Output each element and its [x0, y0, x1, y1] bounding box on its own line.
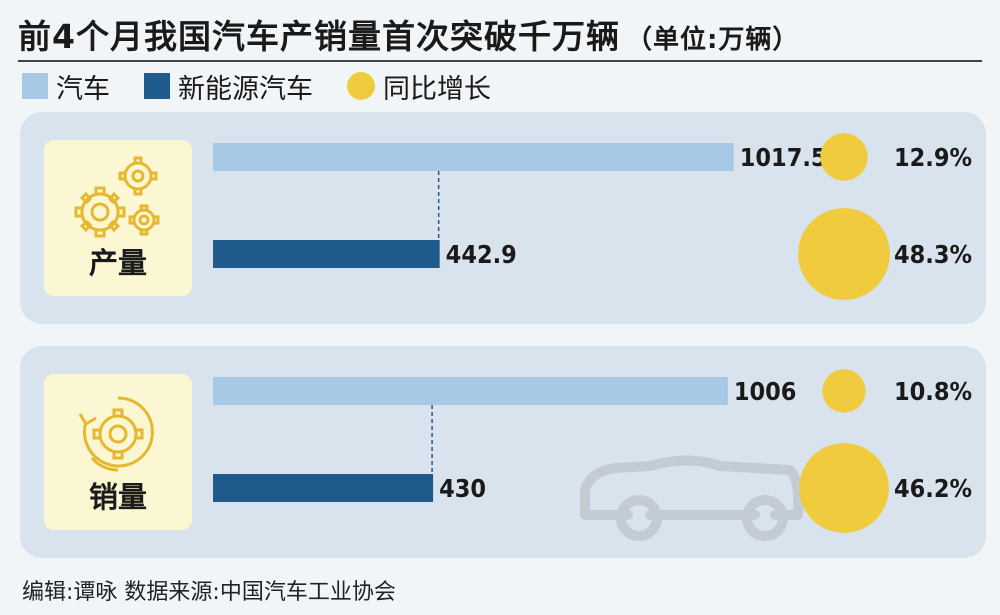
value-label-car-0: 1017.5: [740, 143, 827, 172]
legend-label-growth: 同比增长: [383, 73, 491, 105]
car-outline-icon: [580, 455, 804, 520]
growth-bubble-car-1: [822, 369, 866, 413]
car-wheel-rear: [742, 495, 788, 541]
legend-label-car: 汽车: [56, 73, 110, 105]
category-label-production: 产量: [88, 246, 147, 280]
car-wheel-front: [616, 495, 662, 541]
recycle-gear-icon: [78, 396, 154, 472]
legend-label-nev: 新能源汽车: [178, 73, 313, 105]
growth-label-car-0: 12.9%: [894, 143, 972, 172]
bar-nev-1: [213, 474, 434, 502]
badge-sales: 销量: [44, 374, 192, 530]
badge-production: 产量: [44, 140, 192, 296]
legend-item-nev: 新能源汽车: [144, 67, 313, 106]
growth-bubble-nev-0: [798, 208, 890, 300]
growth-label-nev-1: 46.2%: [894, 474, 972, 503]
bar-nev-0: [213, 240, 440, 268]
legend: 汽车 新能源汽车 同比增长: [22, 67, 525, 106]
category-label-sales: 销量: [88, 480, 147, 514]
growth-label-nev-0: 48.3%: [894, 240, 972, 269]
gears-icon: [74, 156, 160, 238]
legend-swatch-car: [22, 73, 48, 99]
growth-label-car-1: 10.8%: [894, 377, 972, 406]
legend-item-car: 汽车: [22, 67, 110, 106]
title-rule: [18, 60, 982, 62]
unit-text: （单位:万辆）: [625, 25, 800, 55]
value-label-nev-0: 442.9: [446, 240, 517, 269]
legend-swatch-nev: [144, 73, 170, 99]
growth-bubble-nev-1: [799, 443, 889, 533]
chart-title: 前4个月我国汽车产销量首次突破千万辆 （单位:万辆）: [18, 10, 799, 58]
bar-car-1: [213, 377, 728, 405]
title-text: 前4个月我国汽车产销量首次突破千万辆: [18, 17, 620, 56]
growth-bubble-car-0: [820, 133, 868, 181]
bar-car-0: [213, 143, 734, 171]
value-label-car-1: 1006: [734, 377, 797, 406]
footer-credit: 编辑:谭咏 数据来源:中国汽车工业协会: [22, 580, 396, 605]
legend-item-growth: 同比增长: [347, 67, 491, 106]
legend-swatch-growth: [347, 72, 375, 100]
value-label-nev-1: 430: [439, 474, 486, 503]
